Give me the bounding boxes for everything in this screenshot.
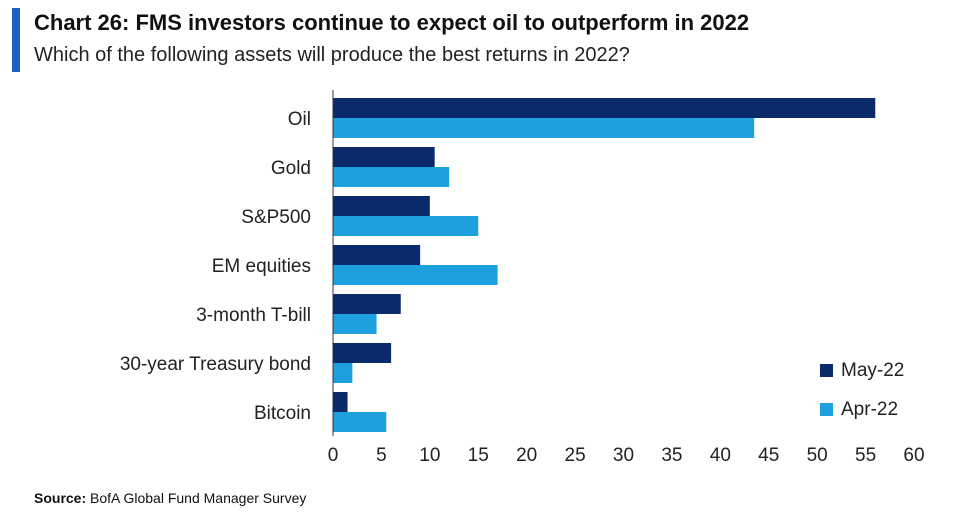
- category-label: 3-month T-bill: [196, 305, 311, 326]
- title-accent-bar: [12, 8, 20, 72]
- x-tick-label: 15: [468, 445, 489, 466]
- legend-label: Apr-22: [841, 399, 898, 420]
- x-tick-label: 0: [328, 445, 339, 466]
- x-tick-label: 60: [903, 445, 924, 466]
- chart-title: Chart 26: FMS investors continue to expe…: [34, 10, 750, 35]
- x-tick-label: 10: [419, 445, 440, 466]
- bar-may: [333, 98, 876, 118]
- x-tick-label: 40: [710, 445, 731, 466]
- bar-apr: [333, 363, 353, 383]
- source-text: BofA Global Fund Manager Survey: [90, 490, 307, 506]
- bar-apr: [333, 167, 450, 187]
- category-label: EM equities: [212, 256, 311, 277]
- x-tick-label: 5: [376, 445, 387, 466]
- bar-apr: [333, 314, 377, 334]
- source-note: Source: BofA Global Fund Manager Survey: [34, 490, 306, 506]
- bar-may: [333, 147, 435, 167]
- category-label: Gold: [271, 158, 311, 179]
- bar-apr: [333, 412, 387, 432]
- bar-apr: [333, 265, 498, 285]
- legend-swatch-may: [820, 364, 833, 377]
- bar-may: [333, 343, 392, 363]
- chart-subtitle: Which of the following assets will produ…: [34, 44, 630, 66]
- category-label: Oil: [288, 109, 311, 130]
- legend-label: May-22: [841, 360, 904, 381]
- category-label: Bitcoin: [254, 403, 311, 424]
- legend-swatch-apr: [820, 403, 833, 416]
- x-tick-label: 55: [855, 445, 876, 466]
- category-label: S&P500: [241, 207, 311, 228]
- bar-apr: [333, 118, 755, 138]
- bar-apr: [333, 216, 479, 236]
- bar-may: [333, 196, 430, 216]
- x-tick-label: 30: [613, 445, 634, 466]
- category-label: 30-year Treasury bond: [120, 354, 311, 375]
- x-tick-label: 35: [661, 445, 682, 466]
- bar-may: [333, 392, 348, 412]
- x-tick-label: 50: [807, 445, 828, 466]
- bar-may: [333, 294, 401, 314]
- x-tick-label: 45: [758, 445, 779, 466]
- source-label: Source:: [34, 490, 87, 506]
- bar-may: [333, 245, 421, 265]
- x-tick-label: 25: [565, 445, 586, 466]
- x-tick-label: 20: [516, 445, 537, 466]
